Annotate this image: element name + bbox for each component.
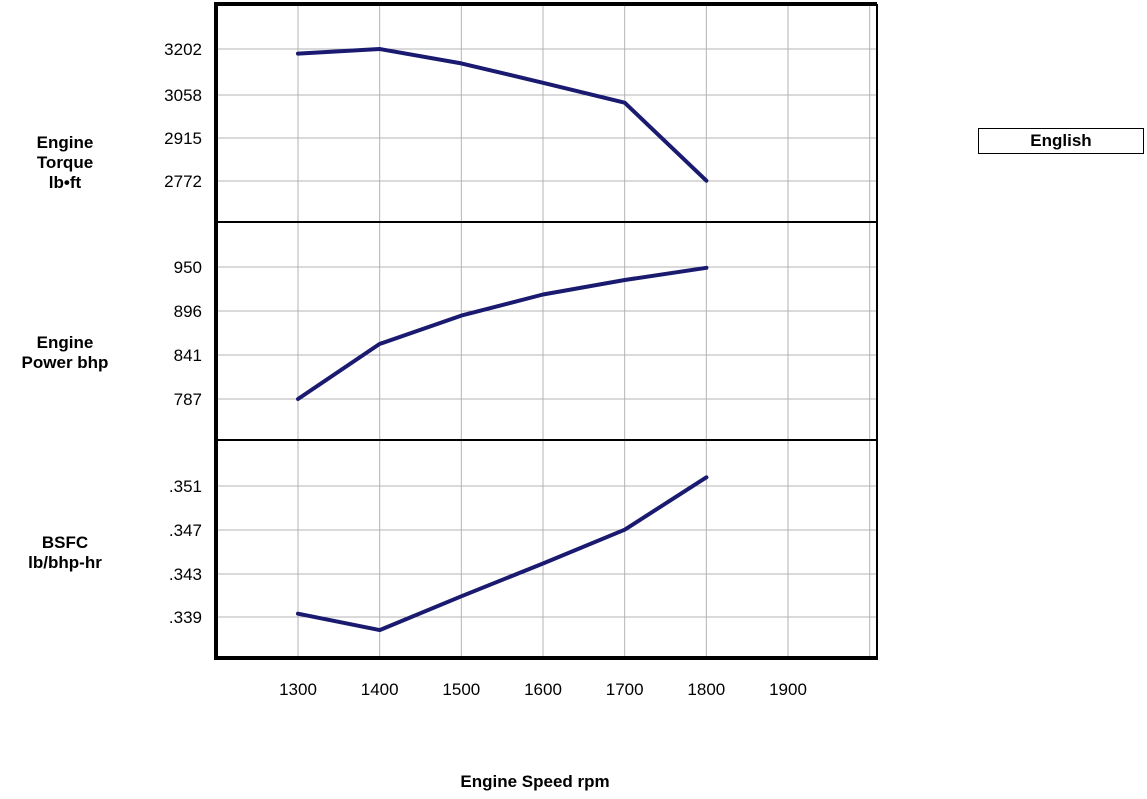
torque-y-tick-label: 3058 <box>164 86 202 105</box>
power-y-tick-label: 950 <box>174 258 202 277</box>
torque-axis-label-line-3: lb•ft <box>48 173 82 192</box>
bsfc-axis-label: BSFC lb/bhp-hr <box>0 533 130 573</box>
bsfc-y-tick-label: .351 <box>169 477 202 496</box>
power-series-line <box>296 265 709 401</box>
power-axis-label-line-2: Power bhp <box>21 353 109 372</box>
units-toggle-button[interactable]: English <box>978 128 1144 154</box>
bsfc-y-tick-label: .339 <box>169 608 202 627</box>
x-tick-label: 1400 <box>361 680 399 699</box>
power-axis-label: Engine Power bhp <box>0 333 130 373</box>
x-axis-label: Engine Speed rpm <box>460 772 610 791</box>
torque-series-line <box>296 47 709 183</box>
bsfc-axis-label-line-1: BSFC <box>41 533 89 552</box>
torque-axis-label-line-2: Torque <box>36 153 94 172</box>
torque-axis-label-line-1: Engine <box>36 133 94 152</box>
bsfc-axis-label-line-2: lb/bhp-hr <box>28 553 102 572</box>
x-tick-label: 1900 <box>769 680 807 699</box>
power-y-tick-label: 841 <box>174 346 202 365</box>
bsfc-y-tick-label: .347 <box>169 521 202 540</box>
torque-y-tick-label: 3202 <box>164 40 202 59</box>
bsfc-series-line <box>296 475 709 633</box>
torque-y-tick-label: 2915 <box>164 129 202 148</box>
power-y-tick-label: 787 <box>174 390 202 409</box>
torque-y-tick-label: 2772 <box>164 172 202 191</box>
x-tick-label: 1700 <box>606 680 644 699</box>
bsfc-y-tick-label: .343 <box>169 565 202 584</box>
x-tick-label: 1800 <box>687 680 725 699</box>
power-y-tick-label: 896 <box>174 302 202 321</box>
torque-axis-label: Engine Torque lb•ft <box>0 133 130 193</box>
x-tick-label: 1300 <box>279 680 317 699</box>
x-tick-label: 1600 <box>524 680 562 699</box>
power-axis-label-line-1: Engine <box>36 333 94 352</box>
x-tick-label: 1500 <box>442 680 480 699</box>
